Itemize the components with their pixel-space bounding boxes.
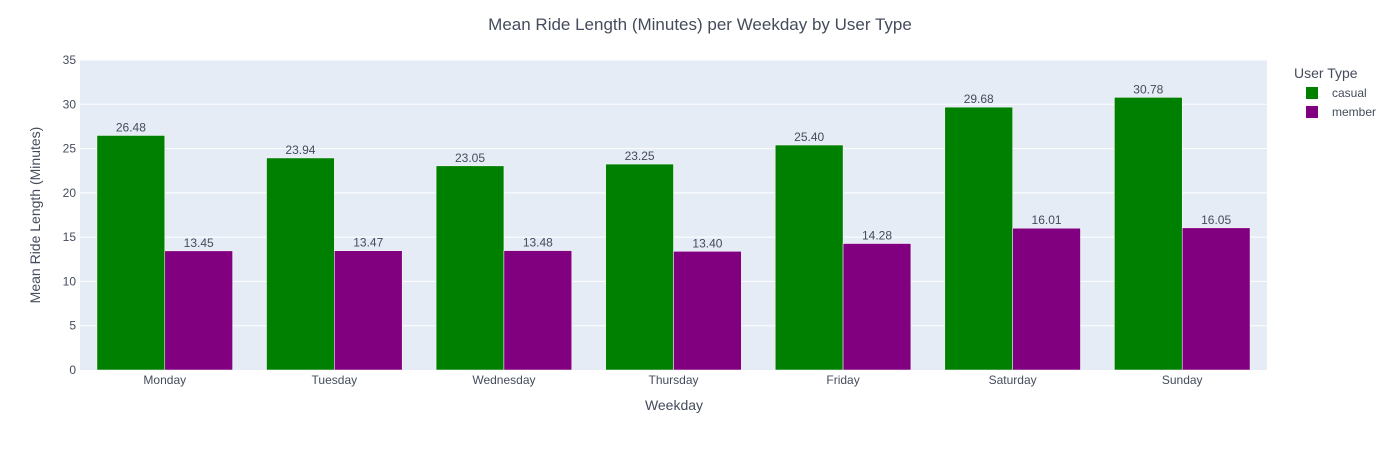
x-tick-label: Sunday xyxy=(1162,373,1203,387)
bars-group xyxy=(96,97,1251,371)
legend-swatch xyxy=(1306,87,1318,99)
bar-value-label: 13.48 xyxy=(523,236,553,250)
bar-value-label: 26.48 xyxy=(116,120,146,134)
bar-value-label: 13.45 xyxy=(184,236,214,250)
bar-member-thursday[interactable] xyxy=(673,251,742,371)
x-tick-label: Friday xyxy=(826,373,859,387)
y-tick-label: 15 xyxy=(63,230,77,244)
bar-value-label: 13.40 xyxy=(692,236,722,250)
bar-value-label: 16.01 xyxy=(1032,213,1062,227)
bar-member-monday[interactable] xyxy=(164,250,233,371)
bar-value-label: 16.05 xyxy=(1201,213,1231,227)
x-tick-label: Monday xyxy=(143,373,186,387)
y-axis-ticks: 0 5 10 15 20 25 30 35 xyxy=(63,53,77,377)
bar-labels-group: 26.48 13.45 23.94 13.47 23.05 13.48 23.25 13.40… xyxy=(116,82,1232,250)
bar-casual-saturday[interactable] xyxy=(944,106,1013,371)
y-axis-title: Mean Ride Length (Minutes) xyxy=(27,127,43,304)
bar-value-label: 30.78 xyxy=(1133,82,1163,96)
legend[interactable]: User Type casual member xyxy=(1294,65,1376,119)
bar-value-label: 25.40 xyxy=(794,130,824,144)
bar-value-label: 23.25 xyxy=(625,149,655,163)
y-tick-label: 30 xyxy=(63,97,77,111)
x-axis-title: Weekday xyxy=(645,397,703,413)
legend-label: casual xyxy=(1332,86,1367,100)
x-tick-label: Wednesday xyxy=(472,373,535,387)
bar-casual-sunday[interactable] xyxy=(1114,97,1183,371)
y-tick-label: 35 xyxy=(63,53,77,67)
bar-casual-thursday[interactable] xyxy=(605,163,674,371)
bar-member-saturday[interactable] xyxy=(1012,227,1081,371)
bar-casual-monday[interactable] xyxy=(96,135,166,371)
x-tick-label: Thursday xyxy=(648,373,698,387)
bar-member-wednesday[interactable] xyxy=(503,250,573,371)
legend-item-member[interactable]: member xyxy=(1306,105,1376,119)
bar-value-label: 23.94 xyxy=(285,143,315,157)
bar-member-sunday[interactable] xyxy=(1181,227,1251,371)
chart-title: Mean Ride Length (Minutes) per Weekday b… xyxy=(488,15,912,34)
y-tick-label: 0 xyxy=(69,363,76,377)
bar-casual-tuesday[interactable] xyxy=(266,157,335,371)
bar-casual-friday[interactable] xyxy=(774,144,844,371)
bar-value-label: 23.05 xyxy=(455,151,485,165)
y-tick-label: 20 xyxy=(63,186,77,200)
bar-casual-wednesday[interactable] xyxy=(435,165,505,371)
bar-value-label: 14.28 xyxy=(862,229,892,243)
bar-member-friday[interactable] xyxy=(842,243,912,371)
legend-item-casual[interactable]: casual xyxy=(1306,86,1367,100)
x-tick-label: Tuesday xyxy=(312,373,358,387)
y-tick-label: 5 xyxy=(69,319,76,333)
bar-member-tuesday[interactable] xyxy=(334,250,403,371)
legend-title: User Type xyxy=(1294,65,1358,81)
legend-label: member xyxy=(1332,105,1376,119)
x-axis-ticks: Monday Tuesday Wednesday Thursday Friday Satu… xyxy=(143,373,1202,387)
bar-value-label: 13.47 xyxy=(353,236,383,250)
y-tick-label: 25 xyxy=(63,142,77,156)
x-tick-label: Saturday xyxy=(989,373,1037,387)
y-tick-label: 10 xyxy=(63,274,77,288)
legend-swatch xyxy=(1306,106,1318,118)
bar-value-label: 29.68 xyxy=(964,92,994,106)
